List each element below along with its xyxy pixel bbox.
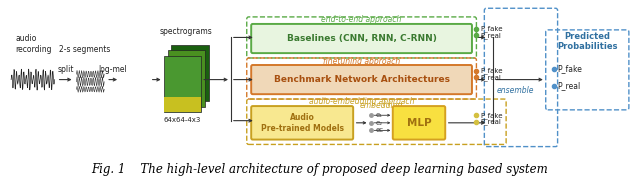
Text: ensemble: ensemble <box>496 86 534 95</box>
Text: audio-embedding approach: audio-embedding approach <box>309 97 414 106</box>
Text: 64x64-4x3: 64x64-4x3 <box>164 117 201 123</box>
Text: P_real: P_real <box>481 118 501 125</box>
Text: P_real: P_real <box>481 32 501 39</box>
Bar <box>164 97 201 112</box>
Text: Baselines (CNN, RNN, C-RNN): Baselines (CNN, RNN, C-RNN) <box>287 34 436 43</box>
Text: P_real: P_real <box>557 82 581 91</box>
Text: embedding: embedding <box>360 101 403 110</box>
Text: Predicted
Probabilities: Predicted Probabilities <box>557 32 618 51</box>
Text: split: split <box>58 65 74 74</box>
Bar <box>168 50 205 107</box>
Text: P_real: P_real <box>481 74 501 81</box>
FancyBboxPatch shape <box>251 24 472 53</box>
Text: finetuning approach: finetuning approach <box>323 57 400 66</box>
Text: audio
recording: audio recording <box>15 34 52 54</box>
Text: spectrograms: spectrograms <box>160 27 212 36</box>
FancyBboxPatch shape <box>251 65 472 94</box>
Text: 2-s segments: 2-s segments <box>59 45 110 54</box>
Text: log-mel: log-mel <box>99 65 127 74</box>
FancyBboxPatch shape <box>251 106 353 140</box>
Text: Fig. 1    The high-level architecture of proposed deep learning based system: Fig. 1 The high-level architecture of pr… <box>92 163 548 176</box>
FancyBboxPatch shape <box>393 106 445 140</box>
Text: end-to-end approach: end-to-end approach <box>321 15 402 23</box>
Text: eᴄ: eᴄ <box>376 127 383 133</box>
Text: MLP: MLP <box>406 118 431 128</box>
Text: P_fake: P_fake <box>481 112 503 119</box>
Bar <box>172 45 209 101</box>
Text: e₂: e₂ <box>376 120 383 126</box>
Text: P_fake: P_fake <box>481 68 503 74</box>
Text: P_fake: P_fake <box>481 25 503 32</box>
Bar <box>164 56 201 112</box>
Text: Benchmark Network Architectures: Benchmark Network Architectures <box>273 75 449 84</box>
Text: Audio
Pre-trained Models: Audio Pre-trained Models <box>260 113 344 132</box>
Text: e₁: e₁ <box>376 112 383 118</box>
Text: P_fake: P_fake <box>557 64 582 73</box>
